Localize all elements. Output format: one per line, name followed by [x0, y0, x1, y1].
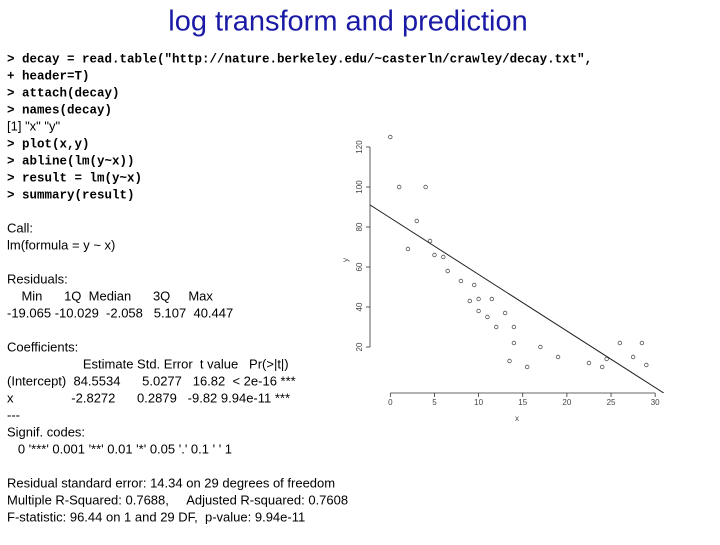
point	[617, 340, 623, 346]
point	[432, 252, 437, 258]
x-axis-label: x	[515, 414, 519, 423]
console-line: > plot(x,y)	[7, 137, 90, 151]
point	[476, 296, 481, 302]
point	[511, 340, 517, 346]
point	[524, 364, 530, 370]
point	[494, 324, 499, 330]
point	[476, 308, 481, 314]
console-line: > result = lm(y~x)	[7, 171, 142, 185]
point	[507, 358, 512, 364]
x-tick-label: 10	[474, 398, 483, 407]
console-line: x -2.8272 0.2879 -9.82 9.94e-11 ***	[7, 390, 290, 405]
console-line: ---	[7, 407, 20, 422]
point	[388, 134, 393, 140]
point	[485, 314, 490, 320]
point	[414, 218, 419, 224]
console-line: > abline(lm(y~x))	[7, 154, 135, 168]
point	[630, 354, 636, 360]
point	[604, 356, 609, 362]
console-line: Estimate Std. Error t value Pr(>|t|)	[7, 356, 289, 371]
point	[599, 364, 605, 370]
point	[644, 362, 649, 368]
console-line: + header=T)	[7, 69, 90, 83]
console-line: Call:	[7, 220, 33, 235]
y-tick-label: 60	[355, 262, 364, 271]
x-tick-label: 25	[607, 398, 616, 407]
point	[639, 340, 645, 346]
console-line: Signif. codes:	[7, 424, 85, 439]
point	[489, 296, 495, 302]
y-tick-label: 40	[355, 302, 364, 311]
console-line: 0 '***' 0.001 '**' 0.01 '*' 0.05 '.' 0.1…	[7, 441, 232, 456]
point	[396, 184, 402, 190]
x-tick-label: 30	[651, 398, 660, 407]
console-line: > decay = read.table("http://nature.berk…	[7, 52, 592, 66]
point	[458, 278, 464, 284]
point	[538, 344, 543, 350]
point	[405, 246, 411, 252]
console-line: -19.065 -10.029 -2.058 5.107 40.447	[7, 305, 233, 320]
point	[467, 298, 472, 304]
console-line: (Intercept) 84.5534 5.0277 16.82 < 2e-16…	[7, 373, 296, 388]
point	[586, 360, 592, 366]
y-axis-label: y	[341, 258, 350, 262]
point	[471, 282, 477, 288]
point	[423, 184, 428, 190]
point	[441, 254, 446, 260]
x-tick-label: 0	[388, 398, 393, 407]
console-line: lm(formula = y ~ x)	[7, 237, 115, 252]
console-line: Min 1Q Median 3Q Max	[7, 288, 213, 303]
console-line: F-statistic: 96.44 on 1 and 29 DF, p-val…	[7, 509, 305, 524]
x-tick-label: 15	[518, 398, 527, 407]
x-tick-label: 5	[432, 398, 437, 407]
y-tick-label: 100	[355, 180, 364, 194]
point	[555, 354, 561, 360]
console-line: > summary(result)	[7, 188, 135, 202]
console-line: Residuals:	[7, 271, 68, 286]
slide-title: log transform and prediction	[168, 6, 527, 38]
regression-line	[370, 204, 664, 393]
point	[511, 324, 517, 330]
y-tick-label: 20	[355, 342, 364, 351]
point	[445, 268, 450, 274]
point	[502, 310, 508, 316]
console-line: Multiple R-Squared: 0.7688, Adjusted R-s…	[7, 492, 348, 507]
console-line: > names(decay)	[7, 103, 112, 117]
console-line: > attach(decay)	[7, 86, 120, 100]
y-tick-label: 80	[355, 222, 364, 231]
y-tick-label: 120	[355, 140, 364, 154]
console-line: Coefficients:	[7, 339, 78, 354]
x-tick-label: 20	[562, 398, 571, 407]
console-line: Residual standard error: 14.34 on 29 deg…	[7, 475, 335, 490]
console-line: [1] "x" "y"	[7, 118, 61, 133]
